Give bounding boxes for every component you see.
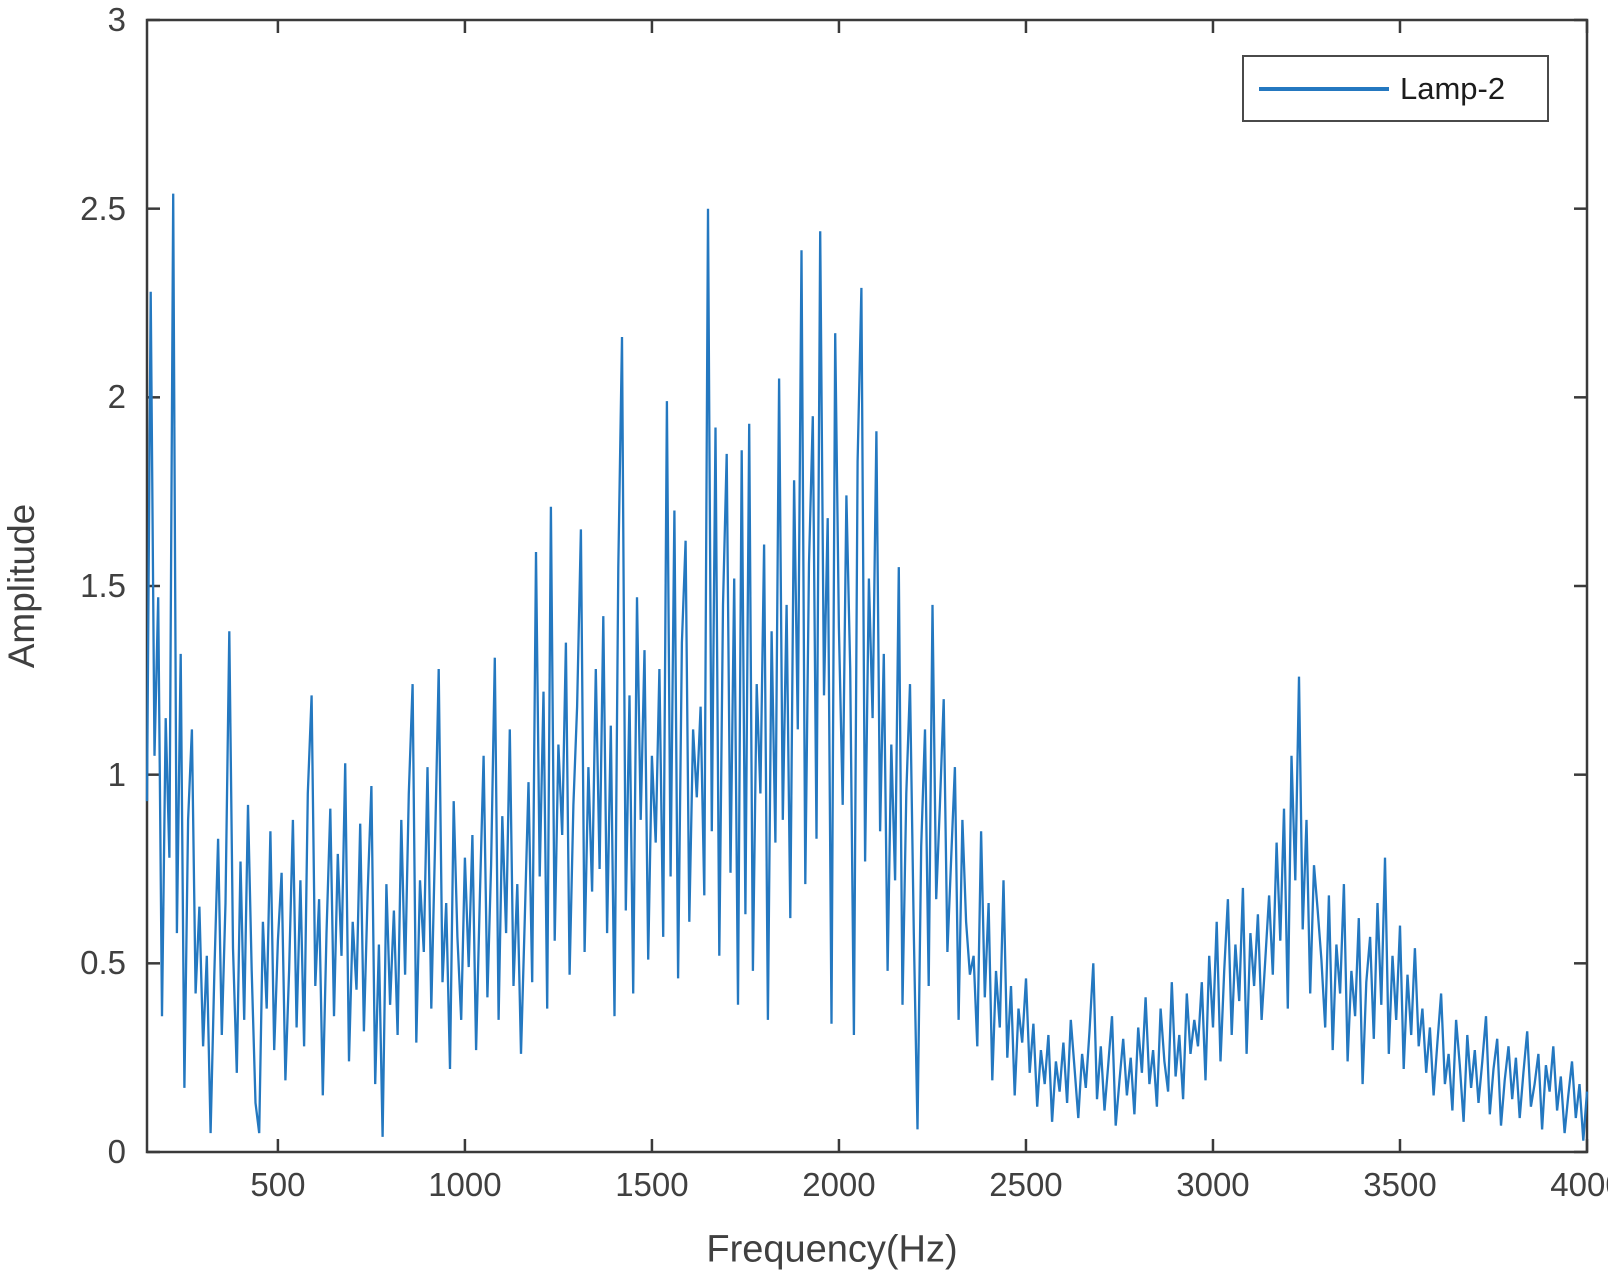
y-tick-label: 1.5 bbox=[80, 567, 126, 604]
legend-line-sample bbox=[1259, 86, 1389, 91]
legend-label: Lamp-2 bbox=[1400, 70, 1506, 106]
y-tick-label: 0 bbox=[107, 1133, 126, 1170]
x-tick-label: 3000 bbox=[1176, 1166, 1250, 1203]
spectrum-line bbox=[145, 193, 1589, 1141]
x-tick-label: 1000 bbox=[428, 1166, 502, 1203]
x-tick-label: 3500 bbox=[1363, 1166, 1437, 1203]
y-tick-label: 0.5 bbox=[80, 944, 126, 982]
y-tick-label: 2.5 bbox=[80, 189, 126, 227]
y-tick-label: 2 bbox=[107, 378, 126, 416]
y-tick-label: 3 bbox=[107, 1, 126, 38]
x-tick-label: 500 bbox=[250, 1166, 306, 1203]
x-axis-label: Frequency(Hz) bbox=[706, 1228, 958, 1271]
y-axis-label: Amplitude bbox=[1, 503, 42, 669]
x-tick-label: 2500 bbox=[989, 1166, 1063, 1203]
x-tick-label: 2000 bbox=[802, 1166, 876, 1203]
y-tick-label: 1 bbox=[107, 755, 126, 793]
legend[interactable]: Lamp-2 bbox=[1242, 55, 1549, 122]
x-tick-label: 1500 bbox=[615, 1166, 689, 1203]
